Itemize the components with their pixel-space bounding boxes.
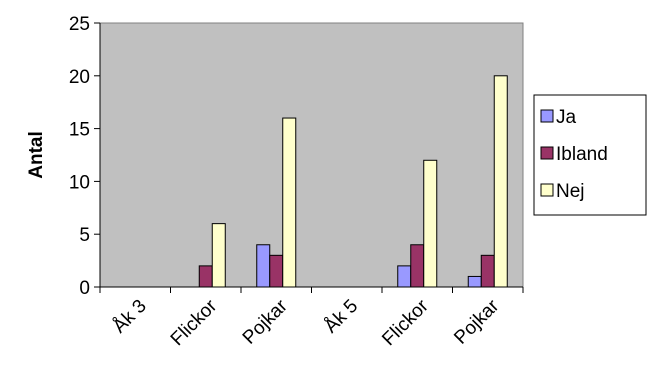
plot-layer <box>99 22 524 288</box>
bar <box>410 244 425 288</box>
bar <box>256 244 271 288</box>
legend-label: Ja <box>556 107 577 128</box>
y-tick-label: 5 <box>79 225 90 246</box>
x-tick-label: Pojkar <box>450 295 503 348</box>
bar <box>480 254 495 288</box>
bar <box>397 265 412 288</box>
legend-swatch <box>540 183 554 197</box>
bar <box>493 75 508 288</box>
bar <box>211 223 226 288</box>
y-tick-label: 25 <box>69 14 90 35</box>
legend-swatch <box>540 109 554 123</box>
x-tick-label: Pojkar <box>239 295 292 348</box>
legend-label: Ibland <box>556 144 608 165</box>
bar <box>423 159 438 288</box>
x-tick-label: Flickor <box>167 295 222 350</box>
x-tick-label: Flickor <box>378 295 433 350</box>
bar <box>198 265 213 288</box>
y-tick-label: 15 <box>69 120 90 141</box>
plot-area <box>99 22 524 288</box>
legend-swatch <box>540 146 554 160</box>
bars-layer <box>198 75 508 288</box>
bar <box>467 275 482 288</box>
x-tick-label: Åk 3 <box>109 296 151 338</box>
y-tick-label: 0 <box>79 278 90 299</box>
bar <box>282 117 297 288</box>
y-axis-title: Antal <box>26 131 47 179</box>
bar <box>269 254 284 288</box>
x-tick-label: Åk 5 <box>321 296 363 338</box>
y-tick-label: 10 <box>69 172 90 193</box>
legend-label: Nej <box>556 181 585 202</box>
legend: Ja Ibland Nej <box>533 94 647 216</box>
axes-layer <box>94 22 524 293</box>
y-tick-label: 20 <box>69 67 90 88</box>
